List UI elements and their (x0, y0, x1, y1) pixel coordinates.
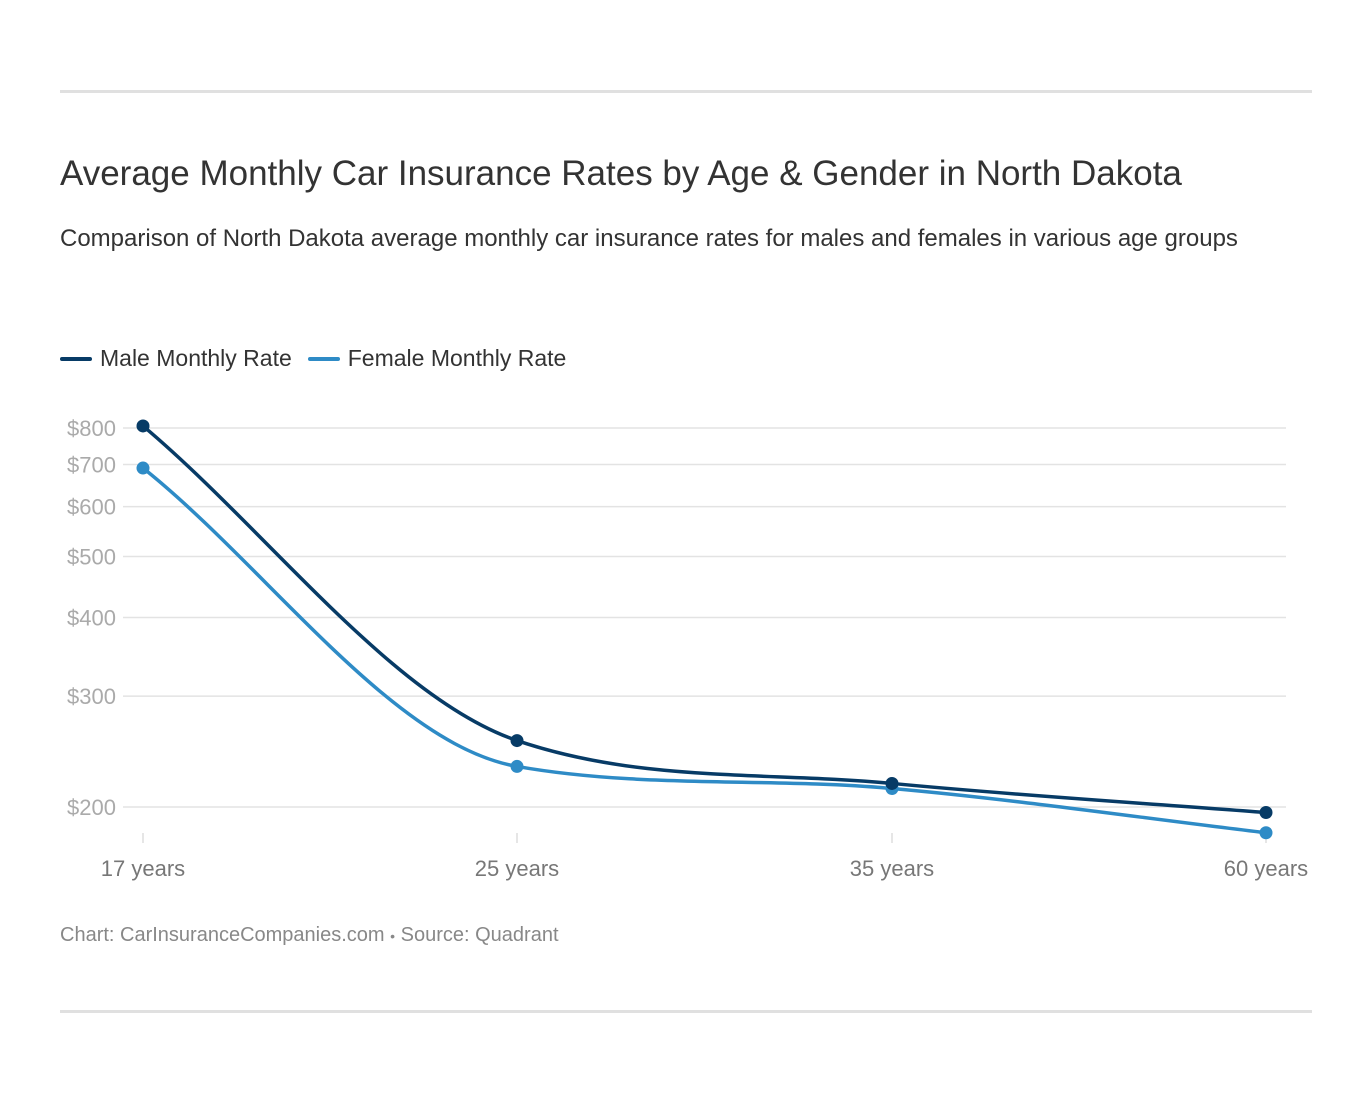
y-tick-label: $500 (67, 544, 116, 569)
chart-credit: Chart: CarInsuranceCompanies.com (60, 924, 385, 946)
data-point-female (136, 461, 150, 475)
x-tick-label: 35 years (850, 856, 934, 881)
legend-swatch-female (307, 356, 340, 361)
x-tick-label: 25 years (475, 856, 559, 881)
y-tick-label: $200 (67, 795, 116, 820)
data-point-male (1259, 806, 1273, 820)
legend-label-female: Female Monthly Rate (347, 345, 567, 371)
x-tick-label: 17 years (101, 856, 185, 881)
y-tick-label: $700 (67, 453, 116, 478)
chart-subtitle: Comparison of North Dakota average month… (60, 225, 1238, 252)
data-point-male (885, 776, 899, 790)
legend-item-male[interactable]: Male Monthly Rate (60, 345, 292, 372)
footer-separator: • (390, 928, 396, 944)
source-credit: Source: Quadrant (400, 924, 559, 946)
x-tick-label: 60 years (1224, 856, 1308, 881)
data-point-male (510, 734, 524, 748)
data-point-female (1259, 826, 1273, 840)
y-tick-label: $600 (67, 495, 116, 520)
y-tick-label: $300 (67, 684, 116, 709)
y-tick-label: $800 (67, 416, 116, 441)
bottom-divider (60, 1010, 1312, 1013)
y-tick-label: $400 (67, 606, 116, 631)
chart-title: Average Monthly Car Insurance Rates by A… (60, 154, 1182, 193)
series-line-male (141, 424, 1267, 815)
top-divider (60, 90, 1312, 93)
legend: Male Monthly Rate Female Monthly Rate (60, 345, 566, 372)
legend-item-female[interactable]: Female Monthly Rate (307, 345, 567, 372)
data-point-male (136, 419, 150, 433)
legend-swatch-male (60, 356, 92, 361)
chart-footer: Chart: CarInsuranceCompanies.com • Sourc… (60, 924, 559, 947)
series-line-female (141, 466, 1267, 835)
legend-label-male: Male Monthly Rate (100, 345, 292, 371)
data-point-female (510, 759, 524, 773)
